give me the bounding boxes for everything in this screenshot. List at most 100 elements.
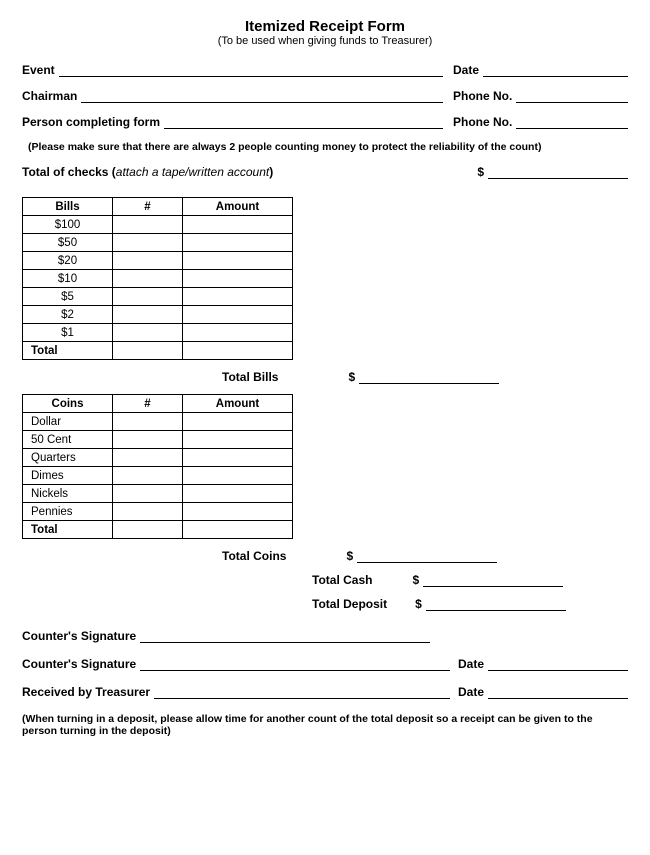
bill-denom: $2 [23, 306, 113, 324]
event-blank[interactable] [59, 63, 443, 77]
bills-total-count[interactable] [113, 342, 183, 360]
bills-h0: Bills [23, 198, 113, 216]
sig2-date-blank[interactable] [488, 657, 628, 671]
total-bills-label: Total Bills [222, 370, 278, 384]
chairman-blank[interactable] [81, 89, 443, 103]
checks-dollar: $ [477, 165, 484, 179]
coins-table: Coins # Amount Dollar 50 Cent Quarters D… [22, 394, 293, 539]
person-blank[interactable] [164, 115, 443, 129]
total-bills-blank[interactable] [359, 370, 499, 384]
checks-suffix: ) [269, 165, 273, 179]
coin-denom: Quarters [23, 449, 113, 467]
counter-sig2-row: Counter's Signature Date [22, 657, 628, 671]
form-subtitle: (To be used when giving funds to Treasur… [22, 35, 628, 47]
bill-count[interactable] [113, 306, 183, 324]
bill-count[interactable] [113, 234, 183, 252]
received-label: Received by Treasurer [22, 685, 150, 699]
bills-total-amount[interactable] [183, 342, 293, 360]
total-cash-blank[interactable] [423, 573, 563, 587]
row-chairman-phone: Chairman Phone No. [22, 89, 628, 103]
bill-amount[interactable] [183, 324, 293, 342]
total-cash-line: Total Cash $ [22, 573, 628, 587]
total-cash-dollar: $ [412, 573, 419, 587]
total-coins-label: Total Coins [222, 549, 286, 563]
bill-denom: $20 [23, 252, 113, 270]
coin-count[interactable] [113, 485, 183, 503]
table-row: Dimes [23, 467, 293, 485]
coin-denom: Dollar [23, 413, 113, 431]
coin-denom: Pennies [23, 503, 113, 521]
count-note: (Please make sure that there are always … [28, 141, 628, 153]
coin-count[interactable] [113, 413, 183, 431]
phone1-label: Phone No. [453, 89, 512, 103]
table-row: Nickels [23, 485, 293, 503]
coin-amount[interactable] [183, 413, 293, 431]
coin-count[interactable] [113, 449, 183, 467]
bill-amount[interactable] [183, 288, 293, 306]
phone2-blank[interactable] [516, 115, 628, 129]
coin-count[interactable] [113, 467, 183, 485]
coin-count[interactable] [113, 503, 183, 521]
coin-amount[interactable] [183, 431, 293, 449]
coin-denom: Dimes [23, 467, 113, 485]
bill-count[interactable] [113, 288, 183, 306]
table-row: $20 [23, 252, 293, 270]
bill-amount[interactable] [183, 270, 293, 288]
total-coins-blank[interactable] [357, 549, 497, 563]
counter-sig1-blank[interactable] [140, 629, 430, 643]
table-row: $1 [23, 324, 293, 342]
coin-denom: 50 Cent [23, 431, 113, 449]
bill-amount[interactable] [183, 216, 293, 234]
phone2-label: Phone No. [453, 115, 512, 129]
coin-amount[interactable] [183, 485, 293, 503]
bill-amount[interactable] [183, 234, 293, 252]
bill-amount[interactable] [183, 306, 293, 324]
coin-amount[interactable] [183, 449, 293, 467]
total-deposit-dollar: $ [415, 597, 422, 611]
coins-h0: Coins [23, 395, 113, 413]
form-title: Itemized Receipt Form [22, 18, 628, 35]
table-row: $2 [23, 306, 293, 324]
coins-total-count[interactable] [113, 521, 183, 539]
bill-denom: $100 [23, 216, 113, 234]
total-bills-dollar: $ [348, 370, 355, 384]
bill-denom: $5 [23, 288, 113, 306]
coin-count[interactable] [113, 431, 183, 449]
date-blank[interactable] [483, 63, 628, 77]
bill-count[interactable] [113, 216, 183, 234]
total-deposit-blank[interactable] [426, 597, 566, 611]
bill-count[interactable] [113, 324, 183, 342]
counter-sig1-row: Counter's Signature [22, 629, 628, 643]
received-blank[interactable] [154, 685, 450, 699]
coins-total-amount[interactable] [183, 521, 293, 539]
coins-header-row: Coins # Amount [23, 395, 293, 413]
coins-h1: # [113, 395, 183, 413]
coin-amount[interactable] [183, 503, 293, 521]
bill-count[interactable] [113, 270, 183, 288]
bills-h2: Amount [183, 198, 293, 216]
person-label: Person completing form [22, 115, 160, 129]
counter-sig2-label: Counter's Signature [22, 657, 136, 671]
coin-amount[interactable] [183, 467, 293, 485]
checks-prefix: Total of checks ( [22, 165, 116, 179]
total-bills-line: Total Bills $ [22, 370, 628, 384]
counter-sig1-label: Counter's Signature [22, 629, 136, 643]
table-row: Quarters [23, 449, 293, 467]
coins-total-row: Total [23, 521, 293, 539]
total-coins-dollar: $ [346, 549, 353, 563]
received-date-blank[interactable] [488, 685, 628, 699]
table-row: 50 Cent [23, 431, 293, 449]
bill-count[interactable] [113, 252, 183, 270]
event-label: Event [22, 63, 55, 77]
received-date-label: Date [458, 685, 484, 699]
checks-italic: attach a tape/written account [116, 165, 269, 179]
phone1-blank[interactable] [516, 89, 628, 103]
sig2-date-label: Date [458, 657, 484, 671]
checks-amount-blank[interactable] [488, 165, 628, 179]
row-event-date: Event Date [22, 63, 628, 77]
total-coins-line: Total Coins $ [22, 549, 628, 563]
bill-denom: $1 [23, 324, 113, 342]
counter-sig2-blank[interactable] [140, 657, 450, 671]
bill-amount[interactable] [183, 252, 293, 270]
total-cash-label: Total Cash [312, 573, 372, 587]
